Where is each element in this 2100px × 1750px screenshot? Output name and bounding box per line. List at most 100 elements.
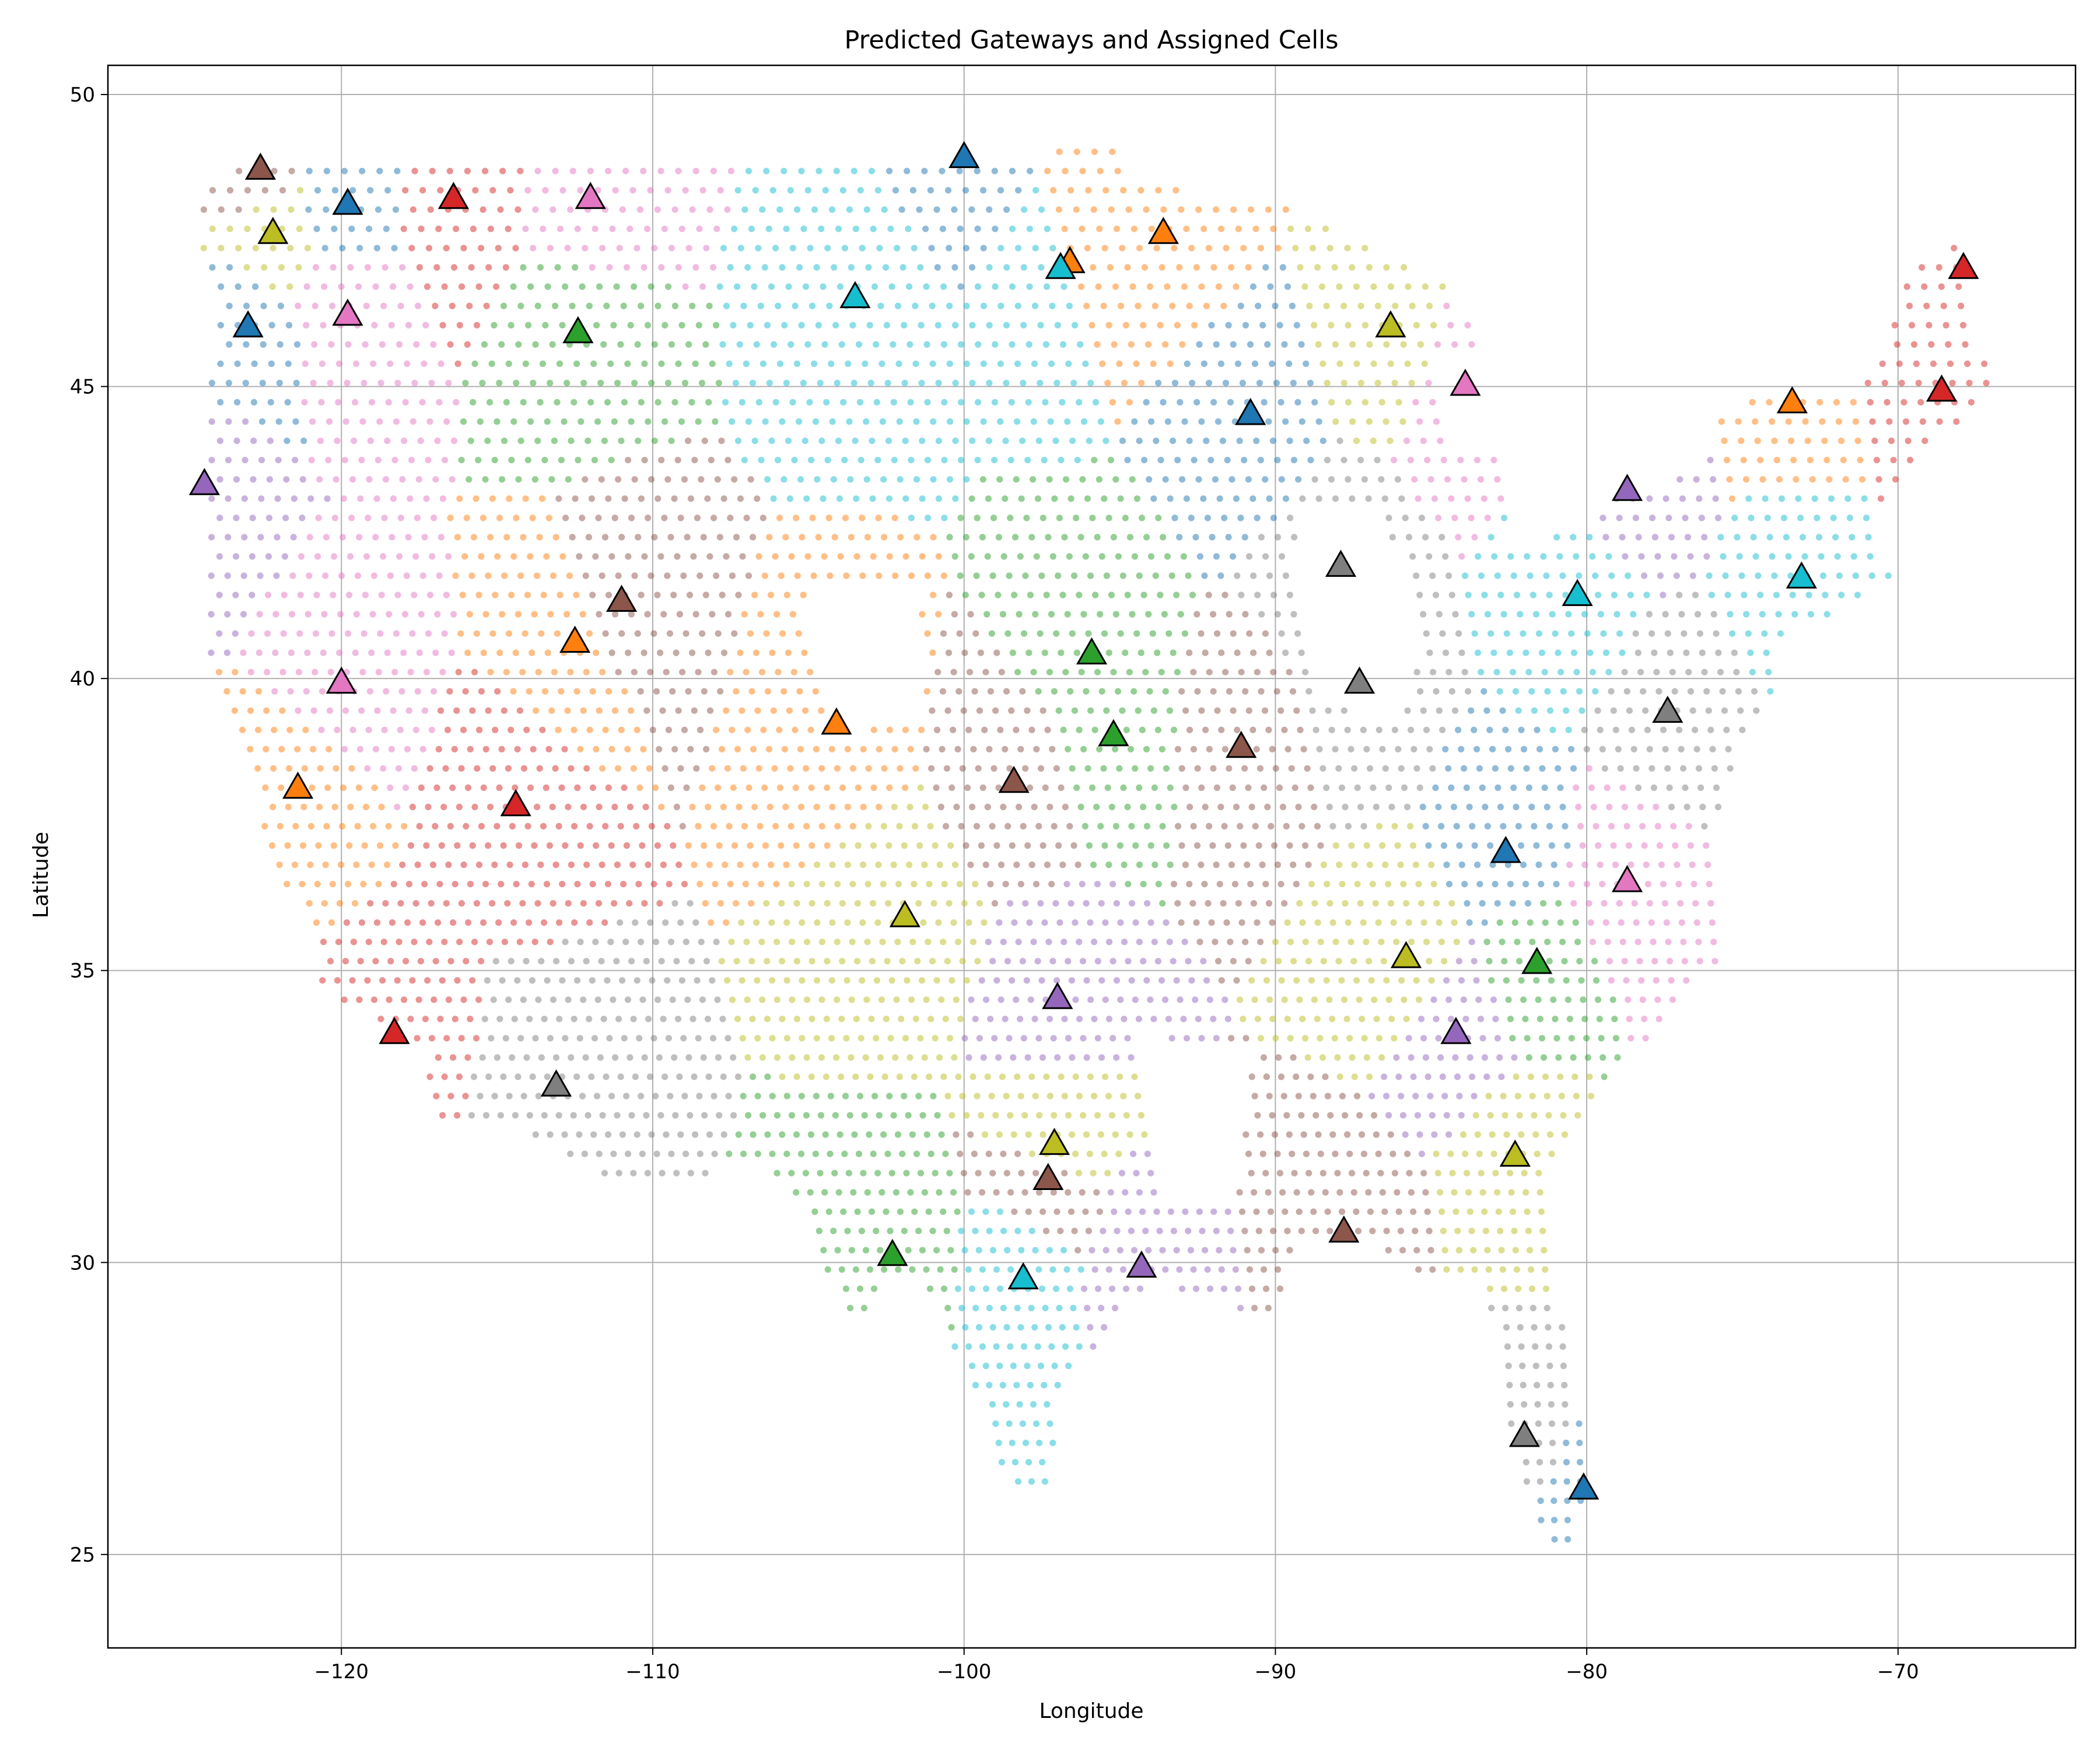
- cell-point: [1017, 1324, 1024, 1331]
- cell-point: [890, 341, 897, 348]
- cell-point: [1143, 746, 1150, 752]
- cell-point: [1065, 746, 1072, 752]
- cell-point: [1527, 1266, 1535, 1273]
- cell-point: [599, 1112, 606, 1119]
- cell-point: [1003, 380, 1010, 387]
- cell-point: [811, 1208, 818, 1215]
- cell-point: [1230, 958, 1237, 965]
- cell-point: [1544, 803, 1550, 810]
- cell-point: [621, 495, 628, 502]
- cell-point: [1080, 1035, 1087, 1042]
- cell-point: [614, 1112, 621, 1119]
- cell-point: [321, 900, 328, 907]
- cell-point: [279, 668, 286, 676]
- cell-point: [1682, 514, 1689, 522]
- cell-point: [1481, 1054, 1488, 1061]
- cell-point: [1177, 996, 1184, 1003]
- cell-point: [829, 919, 836, 926]
- cell-point: [755, 244, 762, 251]
- cell-point: [939, 167, 946, 174]
- cell-point: [871, 283, 878, 290]
- cell-point: [1003, 1093, 1010, 1100]
- cell-point: [1098, 553, 1105, 560]
- cell-point: [1383, 977, 1390, 984]
- cell-point: [824, 784, 831, 791]
- cell-point: [1429, 399, 1436, 406]
- cell-point: [1715, 649, 1722, 656]
- cell-point: [1335, 958, 1342, 965]
- cell-point: [1236, 996, 1243, 1003]
- cell-point: [876, 1112, 883, 1119]
- cell-point: [592, 939, 599, 946]
- cell-point: [863, 476, 870, 483]
- cell-point: [710, 514, 718, 522]
- cell-point: [960, 1170, 967, 1177]
- cell-point: [1143, 822, 1150, 830]
- cell-point: [1458, 649, 1465, 656]
- cell-point: [427, 206, 434, 213]
- cell-point: [1300, 746, 1307, 752]
- cell-point: [1695, 939, 1702, 946]
- cell-point: [330, 592, 337, 598]
- cell-point: [831, 534, 838, 541]
- cell-point: [1863, 514, 1870, 522]
- cell-point: [276, 822, 284, 830]
- cell-point: [480, 514, 487, 522]
- cell-point: [1683, 977, 1690, 984]
- cell-point: [1805, 592, 1812, 598]
- cell-point: [1409, 842, 1417, 849]
- cell-point: [1366, 341, 1373, 348]
- cell-point: [556, 919, 563, 926]
- cell-point: [439, 977, 446, 984]
- cell-point: [708, 919, 715, 926]
- cell-point: [1545, 1343, 1552, 1350]
- cell-point: [454, 360, 461, 368]
- cell-point: [1612, 1035, 1619, 1042]
- cell-point: [588, 495, 596, 502]
- cell-point: [1546, 1131, 1554, 1138]
- cell-point: [394, 803, 401, 810]
- cell-point: [1485, 1093, 1492, 1100]
- cell-point: [995, 534, 1002, 541]
- cell-point: [1147, 919, 1154, 926]
- cell-point: [1353, 438, 1360, 444]
- cell-point: [443, 900, 450, 907]
- cell-point: [1450, 803, 1458, 810]
- cell-point: [1651, 649, 1658, 656]
- cell-point: [1503, 1131, 1510, 1138]
- cell-point: [834, 765, 841, 772]
- cell-point: [692, 264, 699, 271]
- cell-point: [1363, 1054, 1370, 1061]
- cell-point: [1517, 611, 1524, 618]
- cell-point: [1174, 900, 1181, 907]
- cell-point: [1536, 746, 1544, 752]
- cell-point: [517, 302, 524, 310]
- cell-point: [1089, 514, 1096, 522]
- cell-point: [1117, 495, 1124, 502]
- cell-point: [1454, 1227, 1461, 1234]
- cell-point: [231, 707, 238, 714]
- cell-point: [1759, 476, 1766, 483]
- cell-point: [520, 765, 528, 772]
- cell-point: [1246, 630, 1253, 637]
- cell-point: [1205, 592, 1212, 598]
- cell-point: [709, 977, 716, 984]
- cell-point: [1140, 958, 1147, 965]
- cell-point: [1119, 572, 1126, 579]
- cell-point: [1102, 187, 1110, 194]
- cell-point: [487, 668, 494, 676]
- cell-point: [1557, 1073, 1564, 1080]
- cell-point: [611, 803, 618, 810]
- cell-point: [1524, 1035, 1531, 1042]
- cell-point: [957, 1016, 964, 1023]
- cell-point: [1307, 380, 1314, 387]
- cell-point: [578, 418, 584, 425]
- cell-point: [1054, 977, 1060, 984]
- cell-point: [1254, 592, 1261, 598]
- cell-point: [631, 668, 638, 676]
- cell-point: [1071, 1227, 1078, 1234]
- cell-point: [602, 822, 609, 830]
- cell-point: [1301, 1035, 1309, 1042]
- cell-point: [804, 553, 811, 560]
- cell-point: [1136, 244, 1143, 251]
